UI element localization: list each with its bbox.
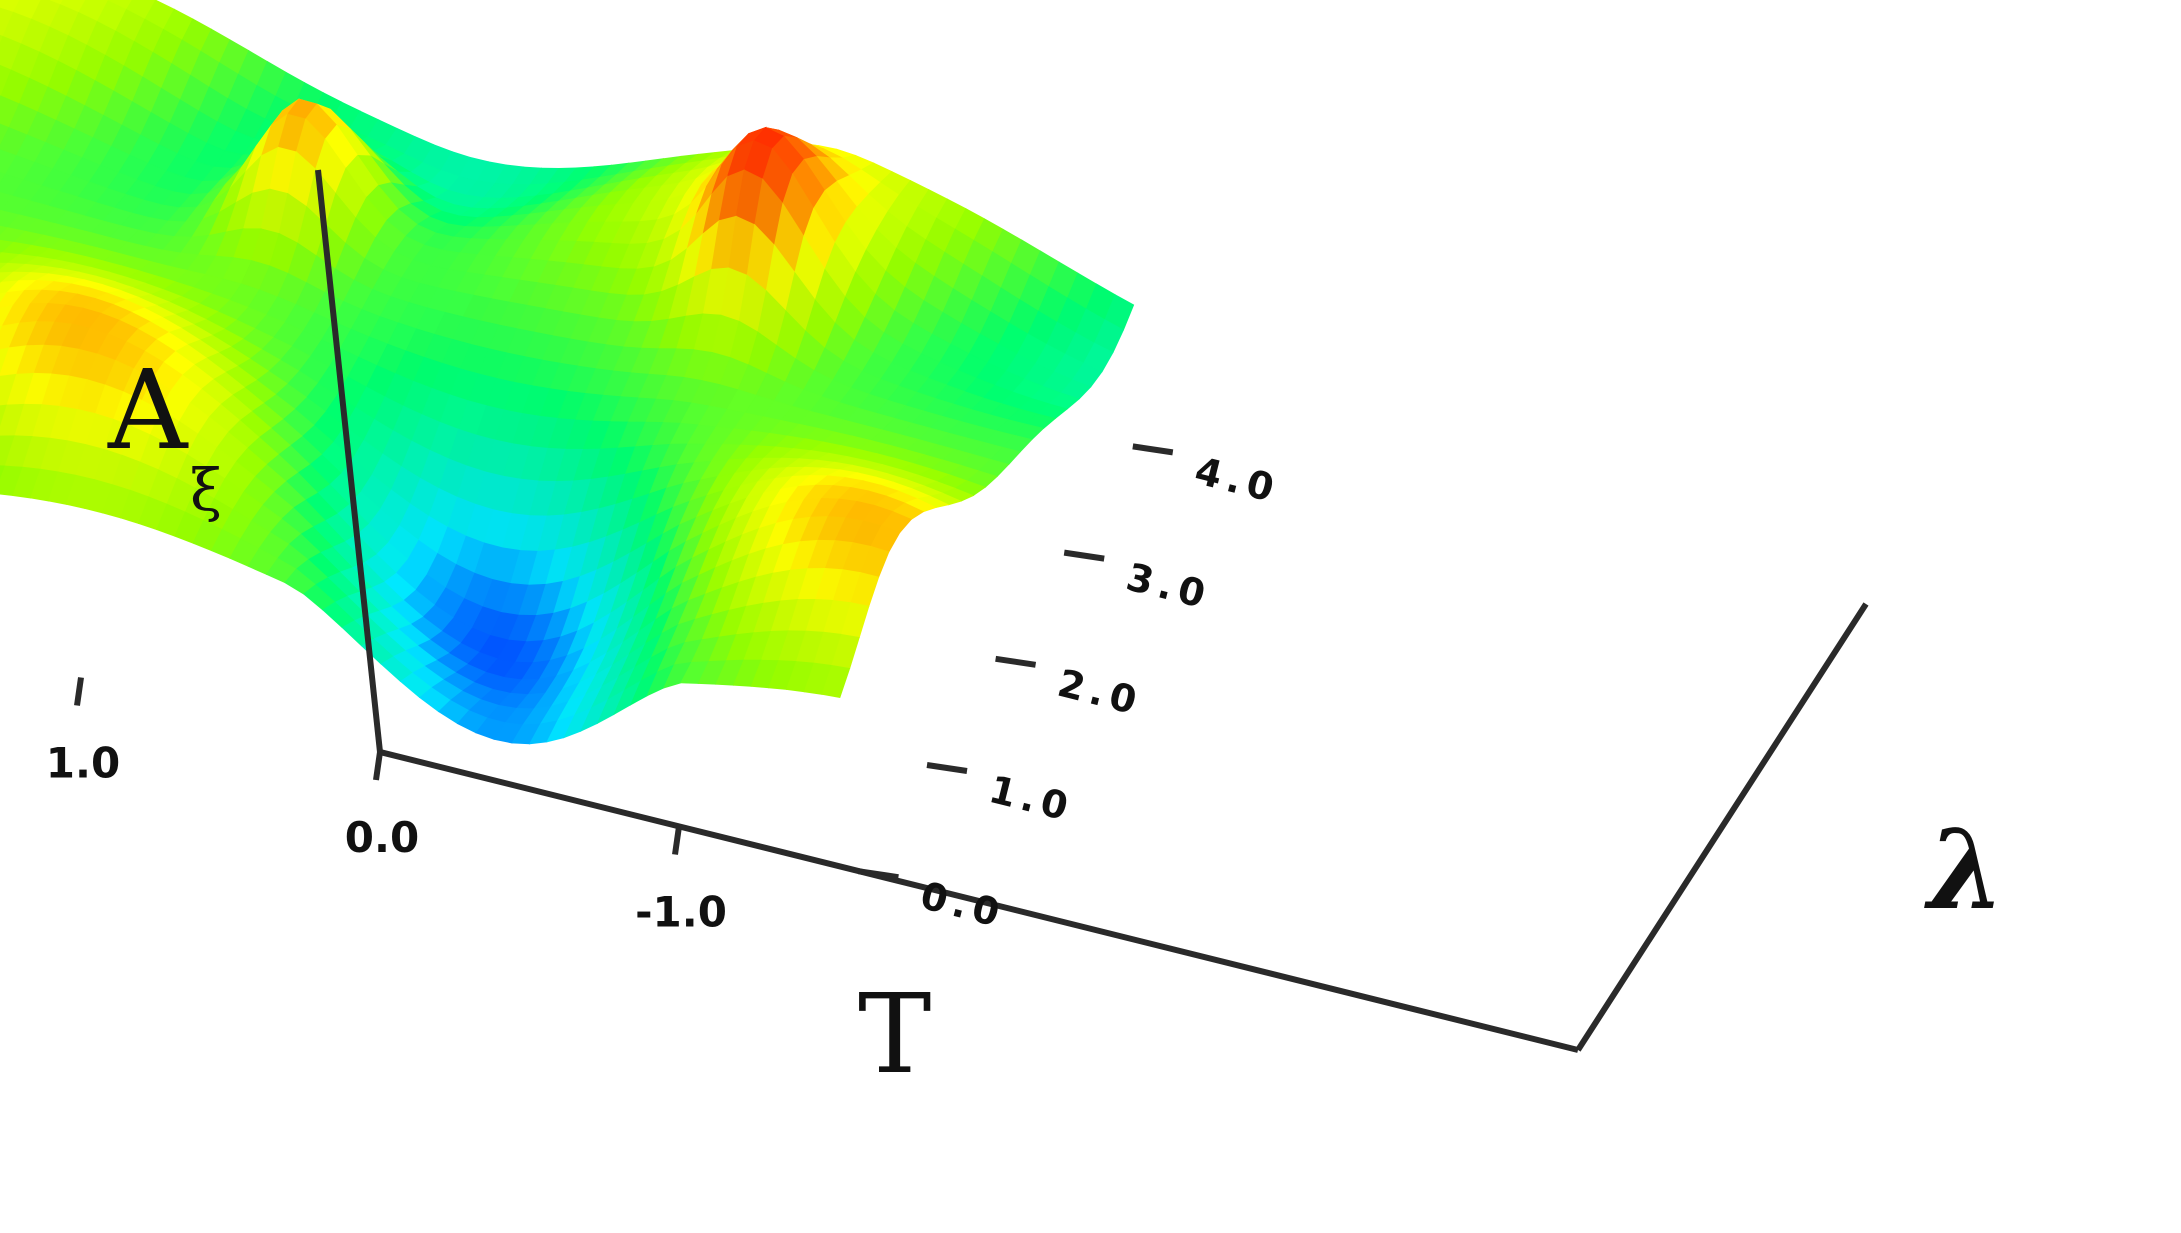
y-tick-mark [995,655,1037,668]
x-tick-mark [74,677,84,706]
x-tick-mark [672,826,682,855]
y-tick-mark [1132,443,1174,456]
x-tick-label: -1.0 [635,888,727,937]
z-axis-line [315,169,383,753]
z-axis-label-subscript: ξ [190,456,222,524]
y-tick-mark [857,868,899,881]
y-tick-mark [926,762,968,774]
x-tick-mark [373,751,383,781]
y-tick-mark [1063,549,1105,562]
y-tick-label: 3.0 [1122,555,1215,618]
y-ticks: 0.0 1.0 2.0 3.0 4.0 [857,443,1284,937]
x-tick-label: 1.0 [46,739,120,788]
y-tick-label: 2.0 [1053,661,1146,724]
y-tick-label: 0.0 [916,873,1009,936]
y-axis-label: λ [1924,805,2005,934]
x-tick-label: 0.0 [345,813,419,862]
z-axis-label: A [107,346,189,474]
z-axis-title: A ξ [107,346,222,524]
y-tick-label: 1.0 [985,767,1078,830]
x-axis-label: T [858,970,931,1098]
x-ticks: 2.01.00.0-1.0 [46,677,727,937]
y-tick-label: 4.0 [1191,448,1284,511]
x-axis-line [379,749,1579,1053]
y-axis-line [1575,602,1869,1052]
surface-patch [821,664,851,699]
surface-plot [0,0,1135,745]
